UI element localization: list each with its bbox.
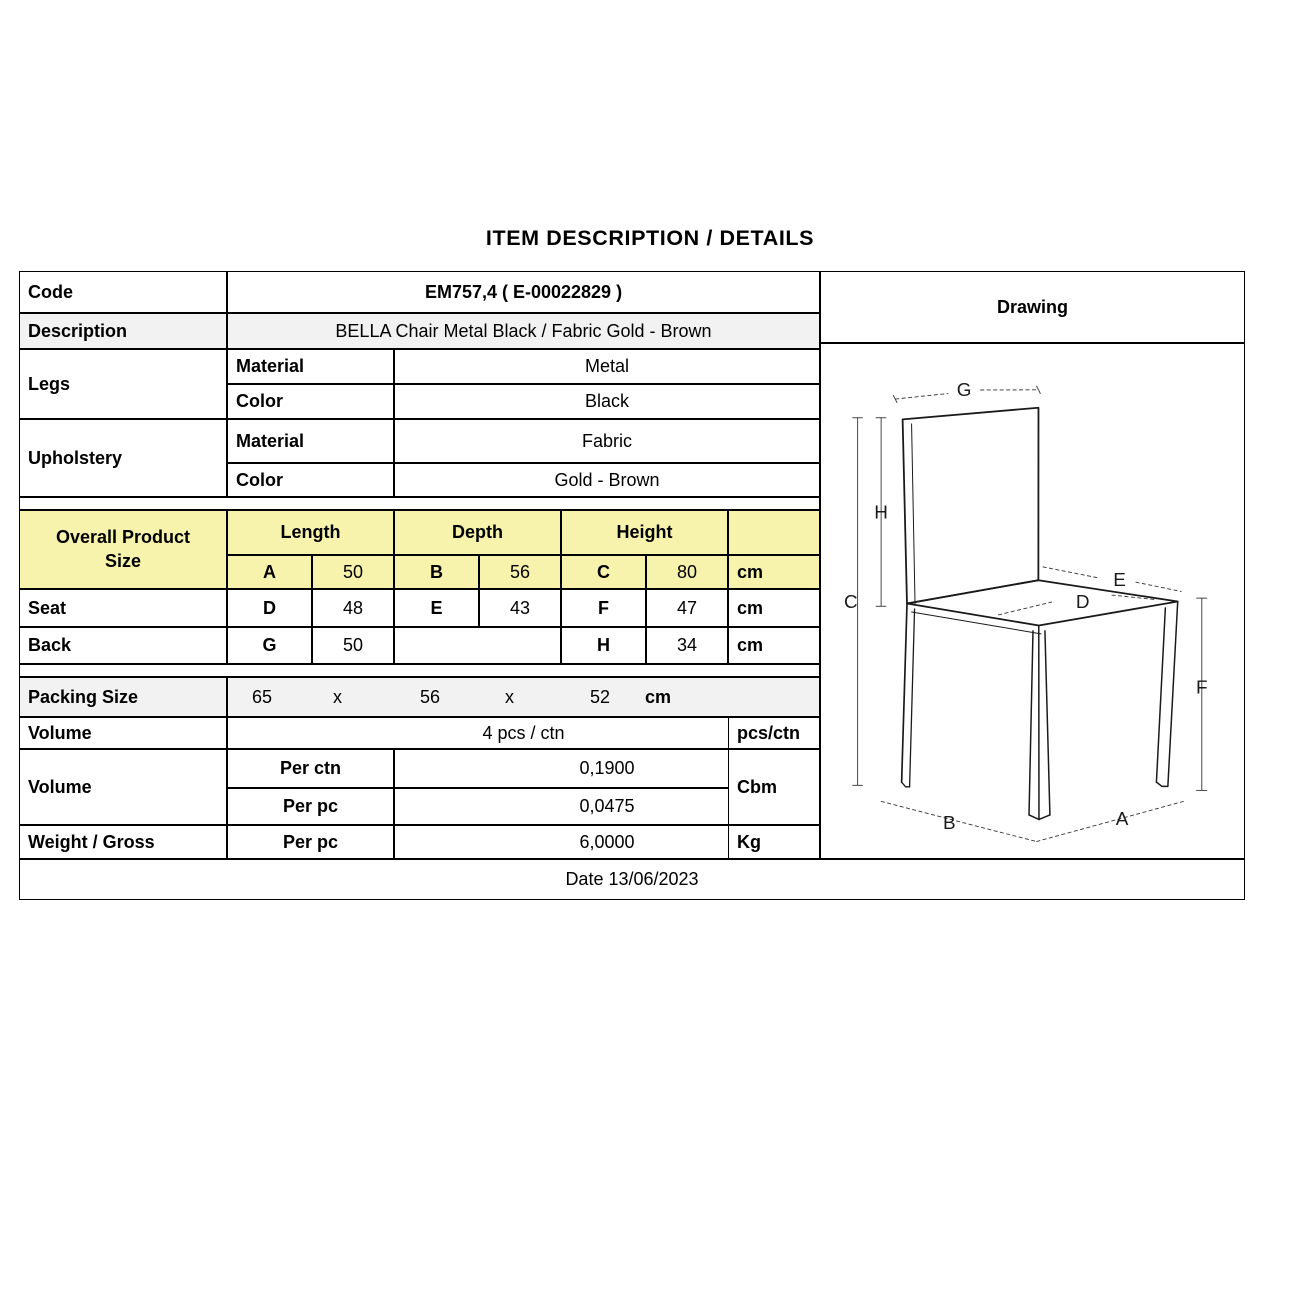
svg-text:E: E [1113, 570, 1126, 591]
svg-text:F: F [1196, 678, 1208, 699]
svg-text:B: B [943, 813, 956, 834]
svg-text:H: H [874, 502, 888, 523]
svg-text:G: G [957, 380, 972, 401]
svg-text:C: C [844, 592, 858, 613]
svg-text:D: D [1076, 592, 1090, 613]
svg-text:A: A [1116, 809, 1129, 830]
